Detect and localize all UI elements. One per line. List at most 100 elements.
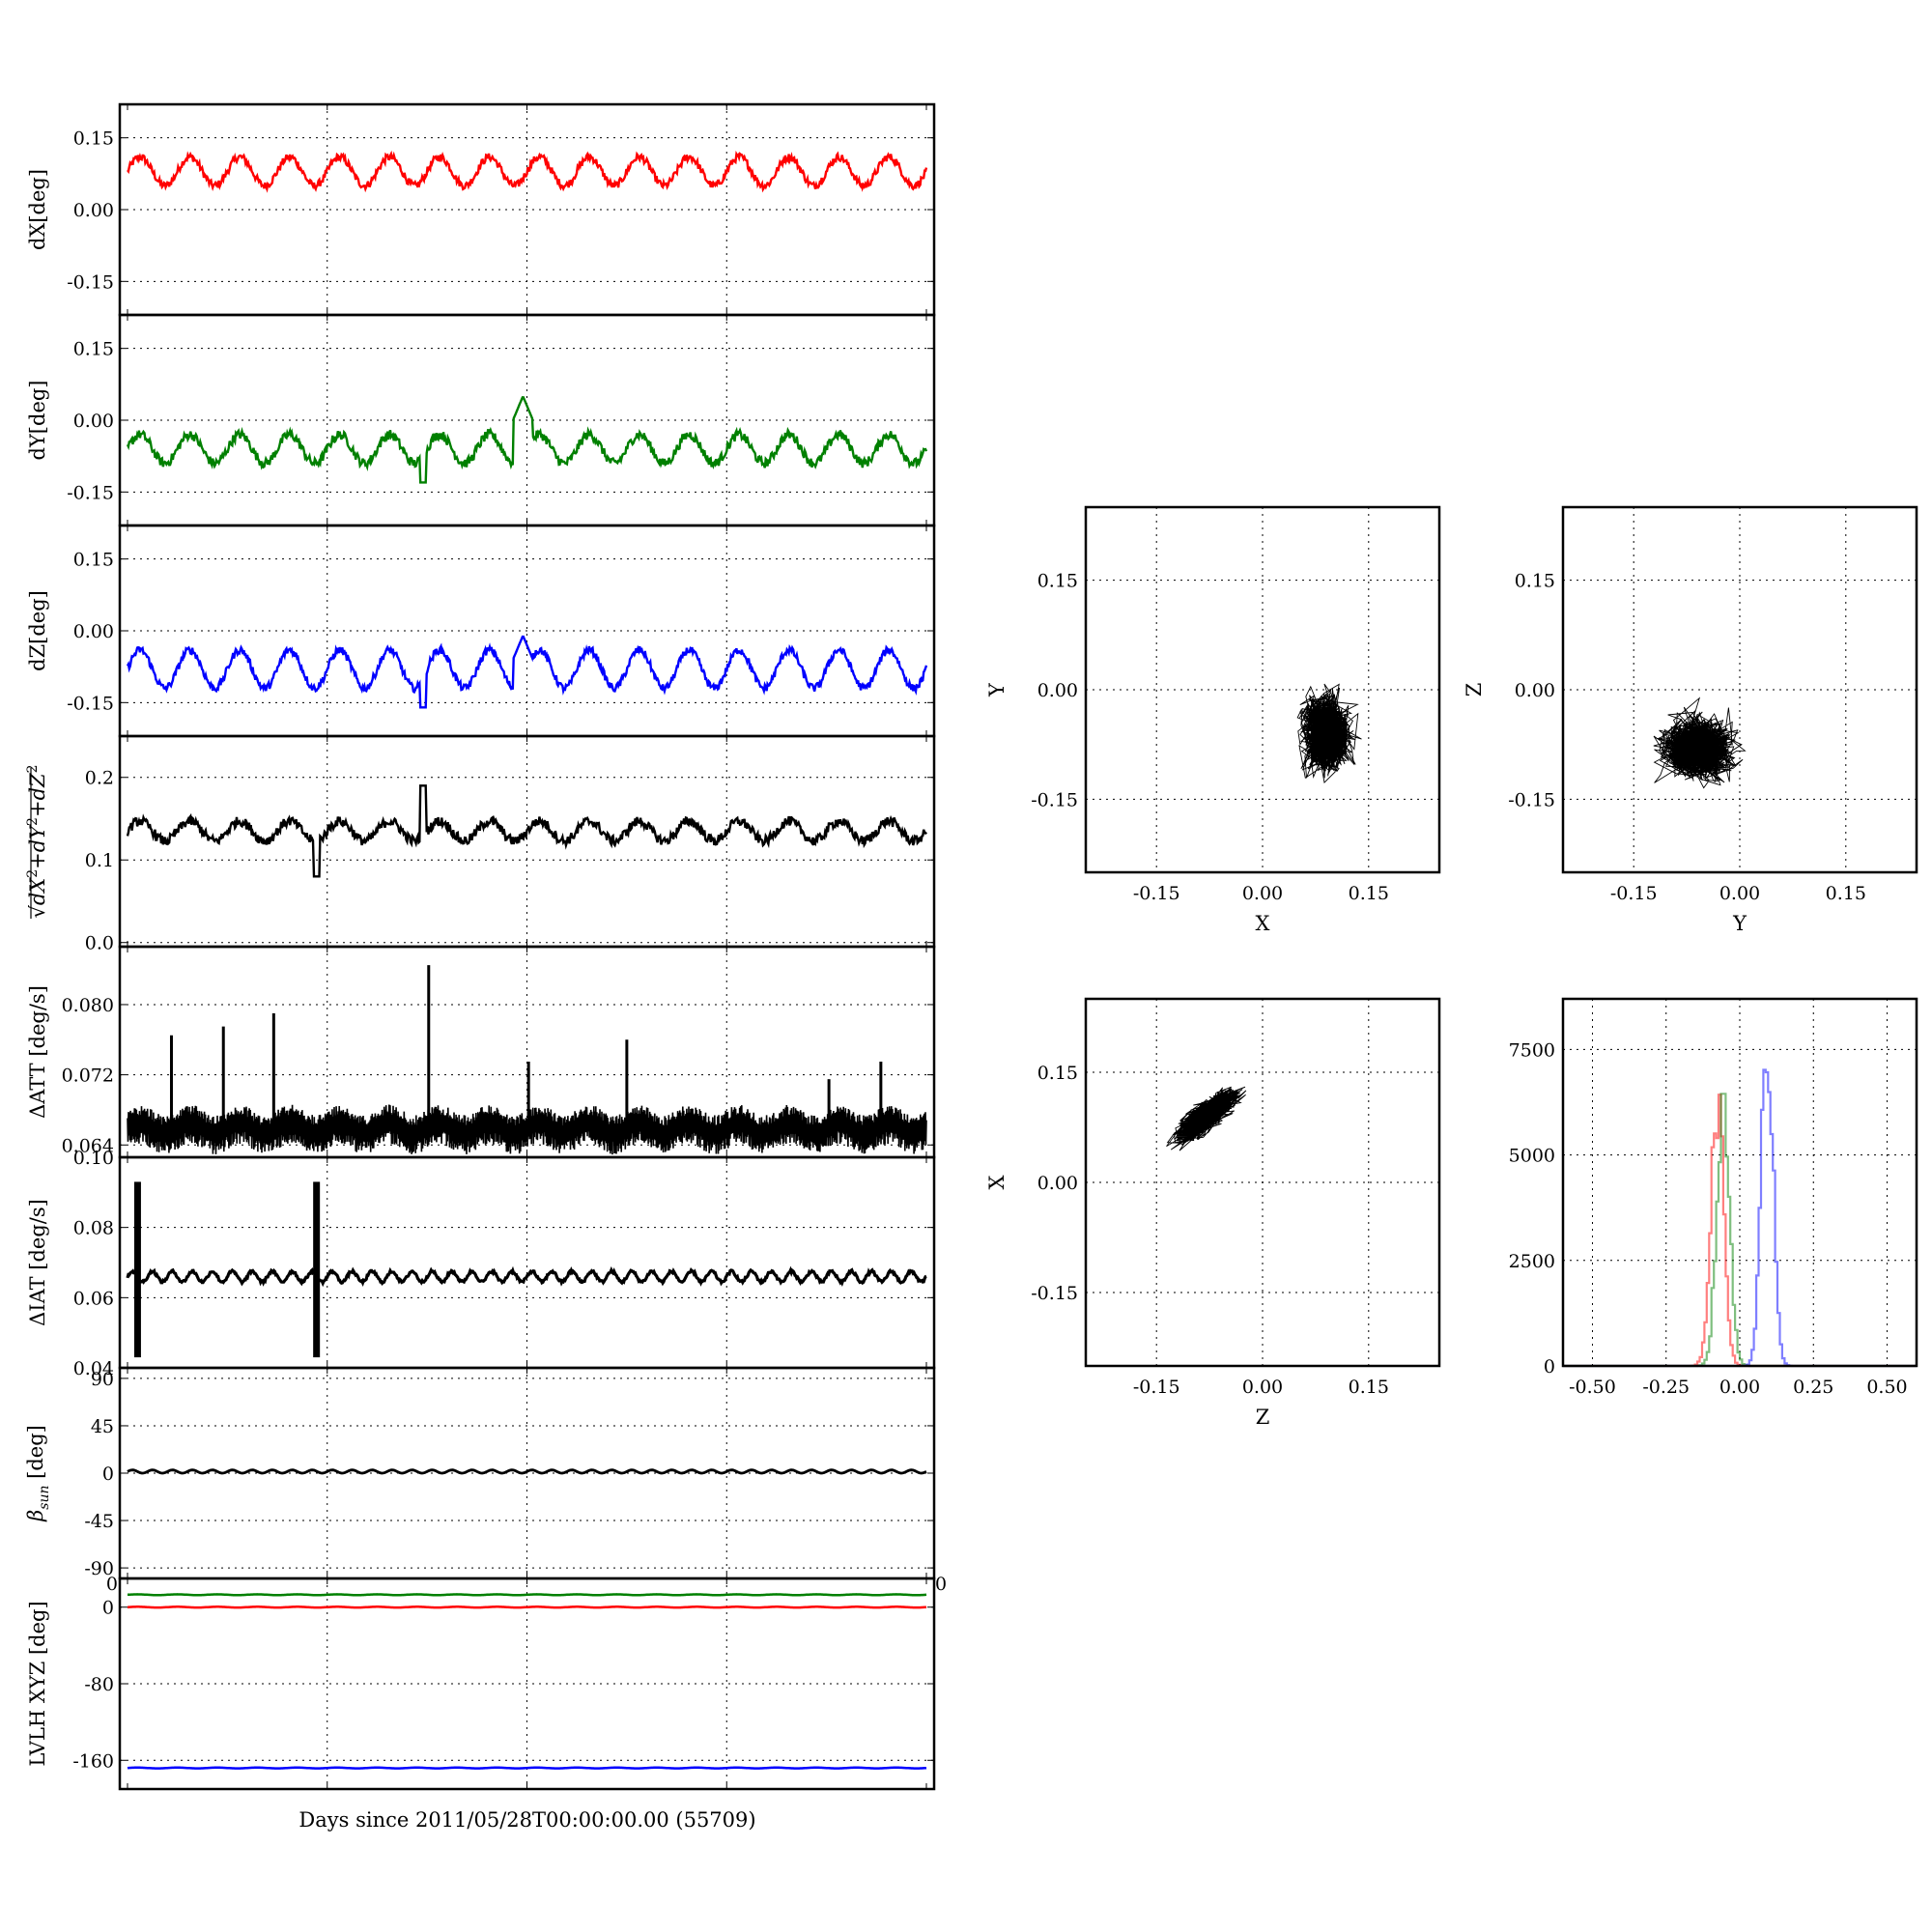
scatter-trace xyxy=(1653,696,1747,789)
y-tick-label: 0.15 xyxy=(73,128,114,150)
x-tick-label: 0.25 xyxy=(1793,1377,1833,1398)
y-axis-label: ΔATT [deg/s] xyxy=(26,985,49,1119)
data-layer xyxy=(127,965,927,1155)
panel-frame xyxy=(1561,997,1918,1368)
y-tick-label: -80 xyxy=(84,1674,114,1695)
y-tick-label: 0.10 xyxy=(73,1148,114,1169)
panel-frame xyxy=(118,1155,936,1370)
x-tick-label: 0.00 xyxy=(1719,883,1760,904)
panel-6: 0.10 0.08 0.06 0.04 ΔIAT [deg/s] xyxy=(26,1148,936,1379)
series-black-line xyxy=(126,784,927,878)
scatter-trace xyxy=(1296,683,1362,784)
panel-7: 90 45 0 -45 -90 βsun [deg] xyxy=(24,1366,936,1580)
scatter-panel-1: -0.15 -0.15 0.00 0.00 0.15 0.15 X Y xyxy=(985,505,1441,935)
y-tick-label: 90 xyxy=(91,1369,114,1390)
y-tick-label: 0.06 xyxy=(73,1288,114,1309)
y-tick-label: -0.15 xyxy=(67,693,114,714)
y-tick-label: -90 xyxy=(84,1558,114,1579)
y-tick-label: 0.064 xyxy=(62,1135,114,1156)
series-green-line xyxy=(128,1593,927,1597)
y-tick-label: 0.15 xyxy=(73,339,114,360)
panel-frame xyxy=(1561,505,1918,874)
series-blue-line xyxy=(126,635,928,709)
x-axis-label: Z xyxy=(1256,1406,1270,1429)
x-tick-label: 0.15 xyxy=(1826,883,1866,904)
y-tick-label: 0 xyxy=(102,1598,114,1619)
y-tick-label: 0.00 xyxy=(1037,680,1078,701)
y-tick-label: 0.072 xyxy=(62,1065,114,1087)
x-tick-label: -0.15 xyxy=(1133,1377,1180,1398)
corner-label: 0 xyxy=(935,1574,947,1595)
y-tick-label: 0.1 xyxy=(85,850,114,871)
data-layer xyxy=(127,1468,927,1475)
x-tick-label: -0.25 xyxy=(1642,1377,1690,1398)
y-tick-label: 7500 xyxy=(1509,1039,1555,1061)
y-tick-label: 0.00 xyxy=(73,621,114,642)
scatter-trace xyxy=(1166,1086,1247,1151)
y-axis-label: LVLH XYZ [deg] xyxy=(26,1601,49,1766)
x-axis-label: Days since 2011/05/28T00:00:00.00 (55709… xyxy=(298,1808,755,1832)
scatter-and-histogram-panels: -0.15 -0.15 0.00 0.00 0.15 0.15 X Y -0.15 -0.15 0.… xyxy=(985,505,1918,1429)
scatter-panel-2: -0.15 -0.15 0.00 0.00 0.15 0.15 Y Z xyxy=(1463,505,1918,935)
y-axis-label: √dX2+dY2+dZ2 xyxy=(25,764,49,918)
data-layer xyxy=(126,1181,927,1358)
y-tick-label: -0.15 xyxy=(67,482,114,503)
burst-mark xyxy=(313,1181,321,1358)
panel-3: 0.15 0.00 -0.15 dZ[deg] xyxy=(26,524,936,738)
y-axis-label: βsun [deg] xyxy=(24,1425,52,1522)
series-main-line xyxy=(126,1265,927,1288)
y-tick-label: 0 xyxy=(102,1463,114,1485)
x-tick-label: -0.50 xyxy=(1569,1377,1616,1398)
burst-mark xyxy=(133,1181,141,1358)
panel-2: 0.15 0.00 -0.15 dY[deg] xyxy=(26,313,936,527)
y-tick-label: -0.15 xyxy=(67,271,114,293)
histogram-panel: -0.50 -0.25 0.00 0.25 0.50 7500 5000 2500 0 xyxy=(1509,997,1918,1398)
y-tick-label: -0.15 xyxy=(1031,789,1078,810)
x-tick-label: 0.15 xyxy=(1349,883,1389,904)
time-series-panels: 0.150.00-0.15dX[deg]0.150.00-0.15dY[deg]… xyxy=(24,102,947,1791)
panel-frame xyxy=(1084,505,1441,874)
y-axis-label: Z xyxy=(1463,683,1486,697)
scatter-panel-3: -0.15 -0.15 0.00 0.00 0.15 0.15 Z X xyxy=(985,997,1441,1429)
data-layer xyxy=(126,635,928,709)
x-axis-label: Y xyxy=(1732,912,1747,935)
panel-1: 0.15 0.00 -0.15 dX[deg] xyxy=(26,102,936,317)
panel-4: 0.2 0.1 0.0 √dX2+dY2+dZ2 xyxy=(25,734,936,954)
data-layer xyxy=(126,784,927,878)
series-red-line xyxy=(127,150,928,193)
series-band-line xyxy=(127,1104,927,1155)
series-blue-line xyxy=(127,1766,927,1770)
y-tick-label: 0.15 xyxy=(1037,1063,1078,1084)
series-red-line xyxy=(128,1605,927,1609)
y-tick-label: 5000 xyxy=(1509,1146,1555,1167)
data-layer xyxy=(126,396,928,484)
x-tick-label: 0.00 xyxy=(1719,1377,1760,1398)
y-tick-label: -0.15 xyxy=(1031,1283,1078,1304)
data-layer xyxy=(127,1593,927,1770)
y-tick-label: -45 xyxy=(84,1511,114,1532)
corner-label: 0 xyxy=(106,1574,118,1595)
x-axis-label: X xyxy=(1256,912,1270,935)
y-axis-label: dX[deg] xyxy=(26,169,49,250)
y-tick-label: 0.00 xyxy=(1515,680,1555,701)
y-axis-label: ΔIAT [deg/s] xyxy=(26,1199,49,1326)
y-axis-label: X xyxy=(985,1175,1009,1189)
y-tick-label: 0.15 xyxy=(73,550,114,571)
y-tick-label: 0.080 xyxy=(62,995,114,1016)
y-tick-label: 0.08 xyxy=(73,1218,114,1239)
y-tick-label: -0.15 xyxy=(1508,789,1555,810)
data-layer xyxy=(127,150,928,193)
y-tick-label: 0 xyxy=(1544,1356,1555,1378)
y-axis-label: dZ[deg] xyxy=(26,590,49,671)
y-tick-label: 0.00 xyxy=(73,411,114,432)
y-tick-label: 45 xyxy=(91,1416,114,1437)
y-tick-label: -160 xyxy=(72,1750,114,1772)
x-tick-label: 0.50 xyxy=(1866,1377,1907,1398)
panel-frame xyxy=(118,1577,936,1791)
series-black-line xyxy=(127,1468,927,1475)
panel-frame xyxy=(1084,997,1441,1368)
x-tick-label: -0.15 xyxy=(1610,883,1658,904)
panel-8: 0 -80 -160 LVLH XYZ [deg] 0 0 xyxy=(26,1574,947,1791)
y-tick-label: 0.2 xyxy=(85,768,114,789)
